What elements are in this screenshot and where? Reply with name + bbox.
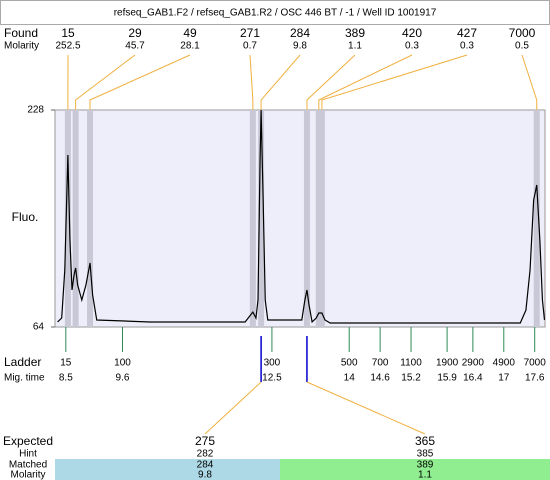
- expected-value: 275: [195, 434, 215, 448]
- found-molarity: 0.3: [460, 41, 474, 52]
- title-bar: [0, 0, 550, 25]
- ladder-time: 15.2: [401, 373, 421, 384]
- expected-label: Expected: [3, 434, 53, 448]
- found-size: 271: [240, 26, 260, 40]
- matched-band-2: [280, 459, 550, 480]
- found-connector: [249, 54, 254, 110]
- found-connector: [318, 54, 413, 110]
- found-connector: [260, 54, 301, 110]
- found-molarity: 28.1: [180, 41, 200, 52]
- hint-value: 282: [197, 449, 214, 460]
- found-molarity: 252.5: [55, 41, 80, 52]
- y-tick-label: 228: [27, 105, 44, 116]
- found-molarity: 1.1: [348, 41, 362, 52]
- found-size: 389: [345, 26, 365, 40]
- y-tick-label: 64: [33, 322, 45, 333]
- ladder-time: 9.6: [116, 373, 130, 384]
- found-connector: [75, 54, 136, 110]
- ladder-time: 14: [344, 373, 356, 384]
- expected-connector: [204, 381, 262, 435]
- ladder-label: Ladder: [4, 355, 41, 369]
- found-label: Found: [4, 26, 38, 40]
- ladder-size: 15: [60, 358, 72, 369]
- found-size: 7000: [509, 26, 536, 40]
- peak-band: [318, 110, 325, 327]
- ladder-size: 2900: [462, 358, 485, 369]
- ladder-time: 8.5: [59, 373, 73, 384]
- found-molarity: 0.5: [515, 41, 529, 52]
- ladder-size: 300: [264, 358, 281, 369]
- ladder-size: 500: [341, 358, 358, 369]
- found-size: 49: [183, 26, 197, 40]
- ladder-size: 1100: [400, 358, 422, 369]
- y-axis-label: Fluo.: [12, 210, 39, 224]
- found-molarity: 0.7: [243, 41, 257, 52]
- found-size: 427: [457, 26, 477, 40]
- expected-value: 365: [415, 434, 435, 448]
- peak-band: [87, 110, 94, 327]
- found-molarity: 9.8: [293, 41, 307, 52]
- ladder-size: 7000: [524, 358, 547, 369]
- plot-area: [54, 109, 546, 328]
- found-size: 29: [128, 26, 142, 40]
- peak-band: [303, 110, 310, 327]
- matched-molarity: 1.1: [418, 470, 432, 480]
- found-size: 15: [61, 26, 75, 40]
- ladder-time: 16.4: [463, 373, 483, 384]
- found-size: 420: [402, 26, 422, 40]
- matched-band-1: [55, 459, 280, 480]
- matched-molarity: 9.8: [198, 470, 212, 480]
- peak-band: [315, 110, 322, 327]
- found-molarity-label: Molarity: [4, 41, 39, 52]
- expected-molarity-label: Molarity: [10, 470, 45, 480]
- trace: [57, 110, 545, 324]
- ladder-size: 100: [114, 358, 131, 369]
- found-size: 284: [290, 26, 310, 40]
- peak-band: [72, 110, 79, 327]
- peak-band: [533, 110, 540, 327]
- found-molarity: 0.3: [405, 41, 419, 52]
- matched-value: 389: [417, 460, 434, 471]
- peak-band: [258, 110, 265, 327]
- ladder-time: 17: [498, 373, 510, 384]
- found-molarity: 45.7: [125, 41, 145, 52]
- ladder-size: 4900: [493, 358, 516, 369]
- peak-band: [64, 110, 71, 327]
- ladder-size: 1900: [436, 358, 459, 369]
- ladder-time: 14.6: [370, 373, 390, 384]
- found-connector: [306, 54, 356, 110]
- ladder-size: 700: [372, 358, 389, 369]
- found-connector: [521, 54, 538, 110]
- mig-time-label: Mig. time: [4, 373, 45, 384]
- hint-label: Hint: [19, 449, 37, 460]
- matched-value: 284: [197, 460, 214, 471]
- found-connector: [321, 54, 468, 110]
- expected-connector: [306, 381, 426, 435]
- ladder-time: 17.6: [525, 373, 545, 384]
- peak-band: [249, 110, 256, 327]
- ladder-time: 15.9: [437, 373, 457, 384]
- matched-label: Matched: [9, 460, 47, 471]
- found-connector: [89, 54, 191, 110]
- chart-title: refseq_GAB1.F2 / refseq_GAB1.R2 / OSC 44…: [114, 8, 437, 19]
- hint-value: 385: [417, 449, 434, 460]
- ladder-time: 12.5: [262, 373, 282, 384]
